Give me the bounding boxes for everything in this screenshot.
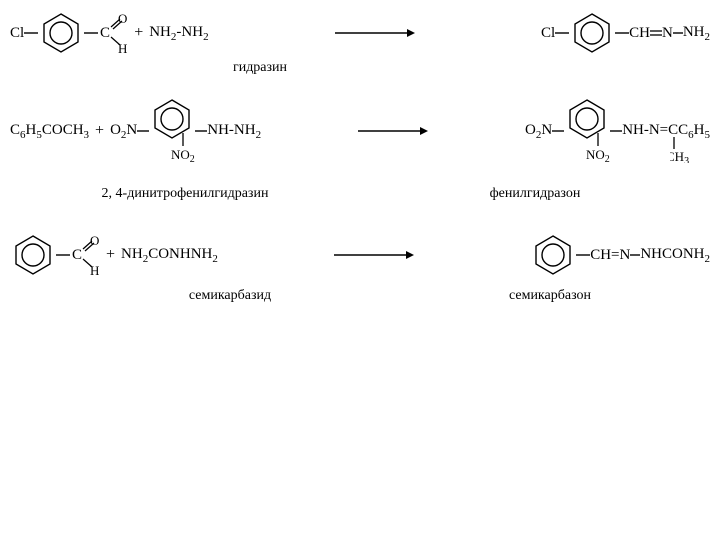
- semicarbazide: NH2CONHNH2: [121, 246, 218, 265]
- product-2: O2N NO2 NH-N=CC6H5 CH3: [525, 96, 710, 166]
- semicarbazone-tail: CH=N: [590, 247, 630, 264]
- dnp-label: 2, 4-динитрофенилгидразин: [10, 186, 360, 202]
- reactant-2: C6H5COCH3 + O2N NO2 NH-NH2: [10, 96, 261, 166]
- product-3: CH=N NHCONH2: [530, 232, 710, 278]
- bond: [555, 28, 569, 38]
- label-row-1: гидразин: [10, 60, 710, 76]
- benzene-ring-icon: [10, 232, 56, 278]
- ch3-branch: CH3: [670, 137, 720, 163]
- bond: [552, 126, 564, 136]
- svg-text:H: H: [118, 41, 127, 53]
- svg-text:C: C: [72, 247, 82, 263]
- svg-text:CH3: CH3: [670, 149, 689, 163]
- plus-sign: +: [95, 122, 104, 140]
- semicarbazone-label: семикарбазон: [390, 288, 710, 304]
- ch-label: CH: [629, 25, 650, 42]
- svg-text:H: H: [90, 263, 99, 275]
- reaction-3: C O H + NH2CONHNH2 CH=N NHCONH2: [10, 232, 710, 278]
- label-row-3: семикарбазид семикарбазон: [10, 288, 710, 304]
- cl-label: Cl: [10, 25, 24, 42]
- o2n-label: O2N: [525, 122, 552, 141]
- n-label: N: [662, 25, 673, 42]
- dnp-ring-icon: NO2: [149, 96, 195, 166]
- o2n-label: O2N: [110, 122, 137, 141]
- semicarbazide-label: семикарбазид: [10, 288, 390, 304]
- reactant-3: C O H + NH2CONHNH2: [10, 232, 218, 278]
- hydrazine: NH2-NH2: [149, 24, 208, 43]
- hydrazine-label: гидразин: [10, 60, 410, 76]
- nhnh2-label: NH-NH2: [207, 122, 261, 141]
- bond: [84, 28, 98, 38]
- reaction-2: C6H5COCH3 + O2N NO2 NH-NH2 O2N NO2 NH-N=…: [10, 96, 710, 166]
- svg-text:O: O: [118, 13, 127, 26]
- phenylhydrazone-label: фенилгидразон: [360, 186, 710, 202]
- bond: [615, 28, 629, 38]
- bond: [630, 250, 640, 260]
- bond: [24, 28, 38, 38]
- benzene-ring-icon: [38, 10, 84, 56]
- arrow-icon: [358, 124, 428, 138]
- bond: [195, 126, 207, 136]
- cho-group: C O H: [70, 235, 100, 275]
- svg-text:NO2: NO2: [586, 147, 610, 165]
- bond: [610, 126, 622, 136]
- phenylhydrazone-tail: NH-N=CC6H5: [622, 122, 710, 138]
- plus-sign: +: [106, 246, 115, 264]
- product-1: Cl CH N NH2: [541, 10, 710, 56]
- nh2-label: NH2: [683, 24, 710, 43]
- arrow-icon: [334, 248, 414, 262]
- svg-text:NO2: NO2: [171, 147, 195, 165]
- nhconh2-label: NHCONH2: [640, 246, 710, 265]
- acetophenone: C6H5COCH3: [10, 122, 89, 141]
- bond: [137, 126, 149, 136]
- empty-label: [410, 60, 710, 76]
- arrow-icon: [335, 26, 415, 40]
- svg-text:O: O: [90, 235, 99, 248]
- benzene-ring-icon: [569, 10, 615, 56]
- svg-text:C: C: [100, 25, 110, 41]
- bond: [673, 28, 683, 38]
- plus-sign: +: [134, 24, 143, 42]
- cl-label: Cl: [541, 25, 555, 42]
- dnp-ring-icon: NO2: [564, 96, 610, 166]
- reactant-1: Cl C O H + NH2-NH2: [10, 10, 209, 56]
- double-bond: [650, 28, 662, 38]
- label-row-2: 2, 4-динитрофенилгидразин фенилгидразон: [10, 186, 710, 202]
- bond: [56, 250, 70, 260]
- benzene-ring-icon: [530, 232, 576, 278]
- bond: [576, 250, 590, 260]
- reaction-1: Cl C O H + NH2-NH2 Cl CH: [10, 10, 710, 56]
- cho-group: C O H: [98, 13, 128, 53]
